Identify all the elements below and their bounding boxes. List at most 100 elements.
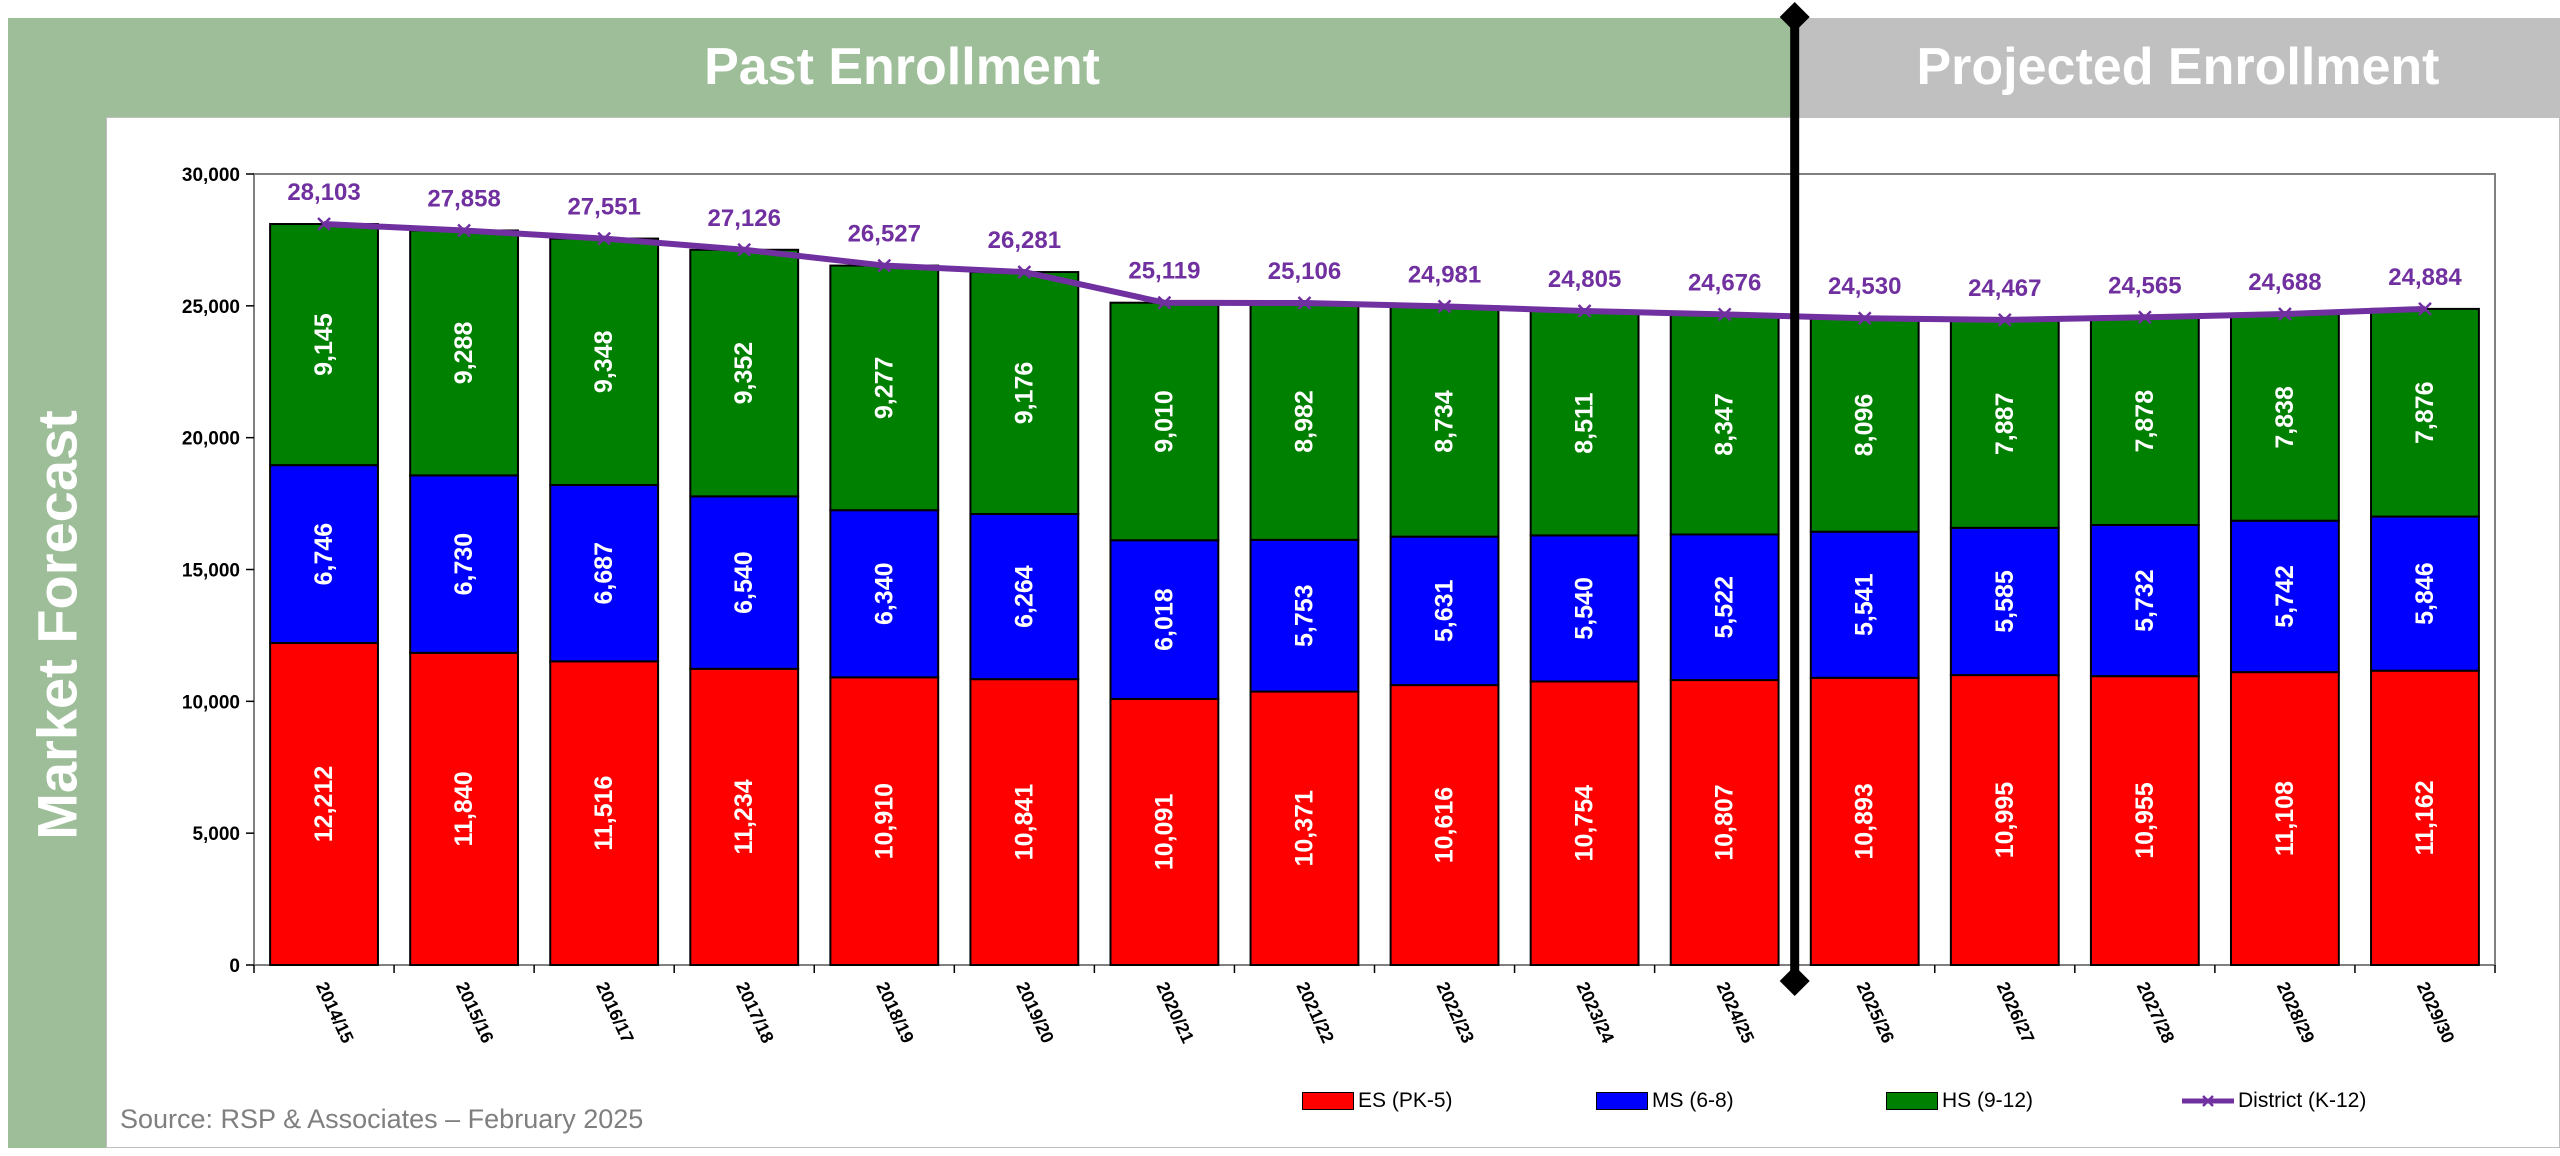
bar-ms: [549, 484, 660, 663]
district-label: 25,106: [1268, 258, 1341, 285]
district-marker: [1017, 265, 1032, 279]
district-marker: [2278, 307, 2292, 321]
legend-label-ms: MS (6-8): [1652, 1089, 1734, 1112]
x-tick-label: 2018/19: [872, 979, 918, 1046]
x-tick-label: 2024/25: [1713, 979, 1759, 1046]
legend-label-district: District (K-12): [2238, 1089, 2367, 1112]
legend-item-district: District (K-12): [2180, 1088, 2366, 1114]
bar-label-hs: 8,096: [1851, 394, 1879, 457]
bar-label-hs: 8,982: [1290, 390, 1318, 453]
bar-hs: [689, 248, 800, 498]
bar-ms: [1949, 526, 2060, 677]
bar-hs: [1389, 305, 1500, 538]
legend-item-es: ES (PK-5): [1302, 1088, 1453, 1114]
bar-ms: [689, 495, 800, 670]
x-tick-label: 2025/26: [1853, 979, 1899, 1046]
y-tick-label: 15,000: [182, 561, 240, 582]
bar-label-ms: 5,585: [1991, 570, 2019, 633]
district-marker: [597, 231, 612, 246]
bar-es: [689, 667, 800, 966]
district-marker: [2418, 302, 2432, 316]
bar-label-hs: 8,347: [1711, 393, 1739, 456]
bar-label-ms: 6,264: [1010, 565, 1038, 628]
bar-label-ms: 5,540: [1571, 577, 1599, 640]
bar-ms: [1529, 534, 1640, 683]
bar-label-hs: 9,145: [310, 313, 338, 376]
bar-es: [2089, 675, 2200, 966]
bar-es: [969, 678, 1080, 967]
x-tick-label: 2028/29: [2273, 979, 2319, 1046]
bar-ms: [1809, 530, 1920, 679]
bar-label-hs: 7,878: [2131, 390, 2159, 453]
bar-es: [1529, 680, 1640, 966]
district-marker: [2137, 310, 2152, 325]
bar-label-es: 11,840: [450, 771, 478, 846]
x-tick-label: 2016/17: [592, 979, 638, 1046]
bar-label-es: 11,162: [2411, 780, 2439, 855]
x-tick-label: 2026/27: [1993, 979, 2039, 1046]
bar-label-es: 10,893: [1851, 783, 1879, 859]
bar-label-ms: 6,687: [590, 542, 618, 605]
bar-label-ms: 5,541: [1851, 573, 1879, 636]
district-label: 24,688: [2248, 269, 2321, 296]
past-enrollment-band: [8, 18, 1796, 117]
x-tick-label: 2021/22: [1292, 979, 1338, 1046]
bar-label-es: 10,910: [870, 783, 898, 859]
projected-enrollment-band: [1796, 18, 2560, 117]
bar-label-hs: 9,348: [590, 330, 618, 393]
bar-label-hs: 9,277: [870, 357, 898, 420]
district-marker: [1297, 296, 1312, 310]
bar-label-ms: 5,631: [1431, 579, 1459, 642]
district-marker: [1577, 304, 1592, 318]
bar-label-ms: 6,540: [730, 551, 758, 614]
y-tick-label: 20,000: [182, 429, 240, 450]
district-label: 24,467: [1968, 275, 2041, 302]
district-line: [323, 221, 2426, 323]
bar-label-hs: 9,288: [450, 322, 478, 385]
bar-label-es: 10,616: [1431, 787, 1459, 863]
bar-es: [1949, 674, 2060, 966]
district-label: 24,805: [1548, 266, 1621, 293]
projected-enrollment-title: Projected Enrollment: [1916, 38, 2440, 96]
bar-label-es: 10,955: [2131, 782, 2159, 859]
district-label: 26,527: [848, 221, 921, 248]
x-tick-label: 2023/24: [1573, 979, 1619, 1046]
bar-label-hs: 9,176: [1010, 362, 1038, 425]
y-tick-label: 30,000: [182, 165, 240, 186]
bar-label-hs: 8,511: [1571, 392, 1599, 453]
district-marker: [317, 217, 331, 231]
x-tick-label: 2017/18: [732, 979, 778, 1046]
legend-label-hs: HS (9-12): [1942, 1089, 2034, 1112]
bar-hs: [269, 223, 379, 467]
district-marker: [1437, 299, 1452, 314]
bar-label-es: 10,091: [1150, 794, 1178, 871]
district-label: 27,858: [427, 185, 500, 212]
bar-es: [549, 660, 660, 966]
bar-es: [1109, 697, 1220, 966]
legend-item-ms: MS (6-8): [1596, 1088, 1734, 1114]
bar-hs: [2089, 316, 2200, 527]
district-label: 24,676: [1688, 269, 1761, 296]
district-label: 24,530: [1828, 273, 1901, 300]
bar-label-ms: 5,522: [1711, 576, 1739, 639]
district-label: 24,565: [2108, 272, 2181, 299]
district-label: 28,103: [287, 179, 360, 206]
bar-hs: [2370, 307, 2480, 518]
bar-label-ms: 6,018: [1150, 588, 1178, 651]
y-tick-label: 5,000: [192, 824, 240, 845]
bar-es: [2370, 669, 2480, 966]
bar-ms: [1669, 533, 1780, 682]
bar-es: [1809, 676, 1920, 966]
y-tick-label: 0: [229, 956, 240, 977]
legend-swatch-ms: [1596, 1092, 1648, 1110]
district-label: 24,981: [1408, 261, 1481, 288]
bar-es: [409, 651, 520, 966]
divider-diamond-top: [1779, 2, 1810, 32]
past-enrollment-title: Past Enrollment: [704, 38, 1100, 96]
district-label: 24,884: [2388, 264, 2462, 291]
bar-hs: [969, 271, 1080, 515]
bar-label-es: 10,995: [1991, 782, 2019, 859]
bar-hs: [1249, 302, 1360, 541]
bar-label-es: 10,371: [1290, 790, 1318, 867]
